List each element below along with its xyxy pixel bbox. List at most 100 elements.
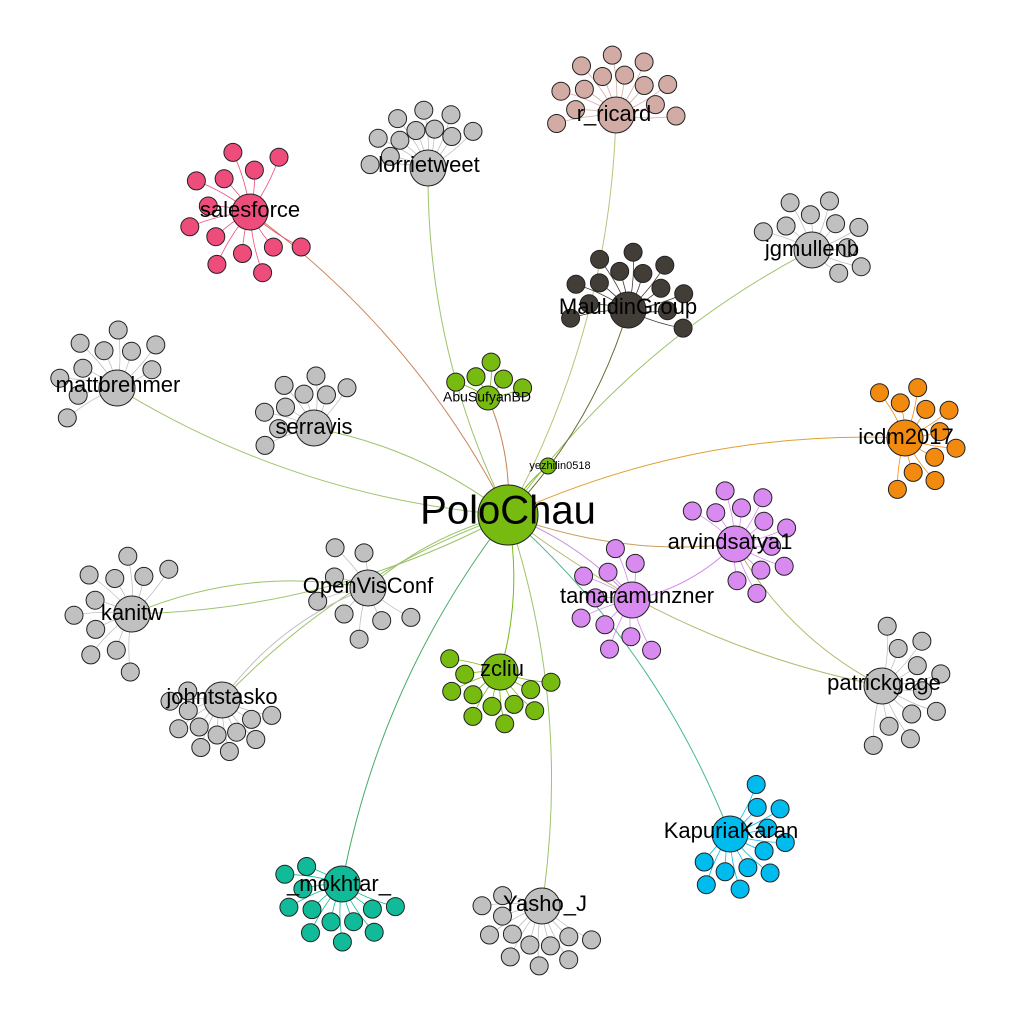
leaf-node-zcliu[interactable] <box>442 681 462 701</box>
leaf-node-johntstasko[interactable] <box>191 738 211 757</box>
leaf-node-KapuriaKaran[interactable] <box>747 797 767 817</box>
leaf-node-icdm2017[interactable] <box>908 378 928 398</box>
leaf-node-tamaramunzner[interactable] <box>625 553 645 573</box>
leaf-node-icdm2017[interactable] <box>890 393 910 413</box>
leaf-node-johntstasko[interactable] <box>178 681 198 701</box>
leaf-node-arvindsatya1[interactable] <box>751 560 771 580</box>
leaf-node-jgmullenb[interactable] <box>849 217 869 237</box>
leaf-node-salesforce[interactable] <box>269 147 289 167</box>
leaf-node-Yasho_J[interactable] <box>520 935 540 955</box>
leaf-node-jgmullenb[interactable] <box>780 193 800 213</box>
hub-node-kanitw[interactable] <box>113 595 151 633</box>
leaf-node-mattbrehmer[interactable] <box>94 341 114 361</box>
leaf-node-serravis[interactable] <box>306 366 326 386</box>
leaf-node-_mokhtar_[interactable] <box>279 897 299 917</box>
leaf-node-lorrietweet[interactable] <box>414 100 434 120</box>
leaf-node-salesforce[interactable] <box>263 237 283 257</box>
leaf-node-Yasho_J[interactable] <box>472 896 492 916</box>
leaf-node-serravis[interactable] <box>255 402 274 422</box>
hub-node-KapuriaKaran[interactable] <box>711 815 749 853</box>
leaf-node-kanitw[interactable] <box>79 565 99 585</box>
hub-node-_mokhtar_[interactable] <box>323 865 361 903</box>
leaf-node-patrickgage[interactable] <box>907 656 927 676</box>
leaf-node-KapuriaKaran[interactable] <box>760 863 780 883</box>
leaf-node-icdm2017[interactable] <box>939 400 959 420</box>
leaf-node-KapuriaKaran[interactable] <box>754 841 774 861</box>
leaf-node-MauldinGroup[interactable] <box>590 249 610 269</box>
leaf-node-johntstasko[interactable] <box>189 717 209 737</box>
leaf-node-OpenVisConf[interactable] <box>334 604 354 624</box>
leaf-node-Yasho_J[interactable] <box>493 886 513 906</box>
hub-node-MauldinGroup[interactable] <box>609 291 647 329</box>
hub-node-serravis[interactable] <box>295 409 333 447</box>
center-node[interactable] <box>477 484 539 546</box>
leaf-node-tamaramunzner[interactable] <box>571 608 591 628</box>
hub-node-tamaramunzner[interactable] <box>613 581 651 619</box>
hub-node-OpenVisConf[interactable] <box>349 569 387 607</box>
leaf-node-Yasho_J[interactable] <box>529 956 549 976</box>
leaf-node-MauldinGroup[interactable] <box>579 294 599 314</box>
leaf-node-jgmullenb[interactable] <box>820 191 839 211</box>
leaf-node-OpenVisConf[interactable] <box>325 538 345 558</box>
leaf-node-patrickgage[interactable] <box>877 616 897 636</box>
leaf-node-mattbrehmer[interactable] <box>122 341 141 361</box>
leaf-node-lorrietweet[interactable] <box>463 121 483 141</box>
leaf-node-_mokhtar_[interactable] <box>332 932 352 952</box>
leaf-node-johntstasko[interactable] <box>242 709 261 729</box>
leaf-node-_mokhtar_[interactable] <box>275 864 295 884</box>
leaf-node-OpenVisConf[interactable] <box>372 611 392 631</box>
leaf-node-tamaramunzner[interactable] <box>605 539 625 559</box>
leaf-node-jgmullenb[interactable] <box>851 257 871 277</box>
leaf-node-arvindsatya1[interactable] <box>777 518 797 538</box>
leaf-node-icdm2017[interactable] <box>887 479 907 499</box>
leaf-node-patrickgage[interactable] <box>902 704 922 724</box>
leaf-node-patrickgage[interactable] <box>888 639 908 658</box>
leaf-node-arvindsatya1[interactable] <box>753 488 773 508</box>
leaf-node-icdm2017[interactable] <box>925 447 945 467</box>
leaf-node-r_ricard[interactable] <box>602 45 622 65</box>
leaf-node-serravis[interactable] <box>317 385 336 405</box>
leaf-node-r_ricard[interactable] <box>634 52 654 72</box>
leaf-node-mattbrehmer[interactable] <box>68 385 88 405</box>
hub-node-jgmullenb[interactable] <box>793 231 831 269</box>
leaf-node-salesforce[interactable] <box>206 227 226 247</box>
leaf-node-johntstasko[interactable] <box>169 719 189 739</box>
leaf-node-arvindsatya1[interactable] <box>682 501 702 521</box>
leaf-node-icdm2017[interactable] <box>916 399 936 419</box>
leaf-node-patrickgage[interactable] <box>912 631 932 651</box>
leaf-node-MauldinGroup[interactable] <box>561 308 581 328</box>
leaf-node-jgmullenb[interactable] <box>776 216 796 236</box>
leaf-node-lorrietweet[interactable] <box>442 127 462 146</box>
leaf-node-lorrietweet[interactable] <box>425 119 445 139</box>
leaf-node-patrickgage[interactable] <box>913 681 932 701</box>
leaf-node-OpenVisConf[interactable] <box>354 543 374 563</box>
leaf-node-_mokhtar_[interactable] <box>344 912 364 932</box>
leaf-node-r_ricard[interactable] <box>645 95 665 115</box>
leaf-node-salesforce[interactable] <box>233 244 252 263</box>
leaf-node-serravis[interactable] <box>255 435 275 455</box>
leaf-node-arvindsatya1[interactable] <box>762 536 782 556</box>
leaf-node-kanitw[interactable] <box>134 566 154 586</box>
leaf-node-lorrietweet[interactable] <box>388 109 408 129</box>
leaf-node-arvindsatya1[interactable] <box>774 556 794 576</box>
leaf-node-salesforce[interactable] <box>198 196 218 216</box>
leaf-node-MauldinGroup[interactable] <box>651 278 671 298</box>
leaf-node-_mokhtar_[interactable] <box>321 912 341 932</box>
leaf-node-kanitw[interactable] <box>120 662 140 682</box>
leaf-node-lorrietweet[interactable] <box>390 130 410 150</box>
leaf-node-r_ricard[interactable] <box>593 67 612 86</box>
leaf-node-MauldinGroup[interactable] <box>655 255 675 275</box>
leaf-node-Yasho_J[interactable] <box>559 950 579 970</box>
leaf-node-arvindsatya1[interactable] <box>706 503 726 523</box>
leaf-node-tamaramunzner[interactable] <box>598 562 618 582</box>
leaf-node-zcliu[interactable] <box>440 649 460 669</box>
leaf-node-tamaramunzner[interactable] <box>574 566 594 586</box>
leaf-node-Yasho_J[interactable] <box>540 936 560 956</box>
leaf-node-icdm2017[interactable] <box>870 383 889 403</box>
leaf-node-_mokhtar_[interactable] <box>385 897 405 917</box>
leaf-node-salesforce[interactable] <box>291 237 311 257</box>
leaf-node-mattbrehmer[interactable] <box>50 368 70 388</box>
leaf-node-Yasho_J[interactable] <box>582 930 601 950</box>
leaf-node-johntstasko[interactable] <box>219 742 239 761</box>
leaf-node-tamaramunzner[interactable] <box>642 640 662 660</box>
